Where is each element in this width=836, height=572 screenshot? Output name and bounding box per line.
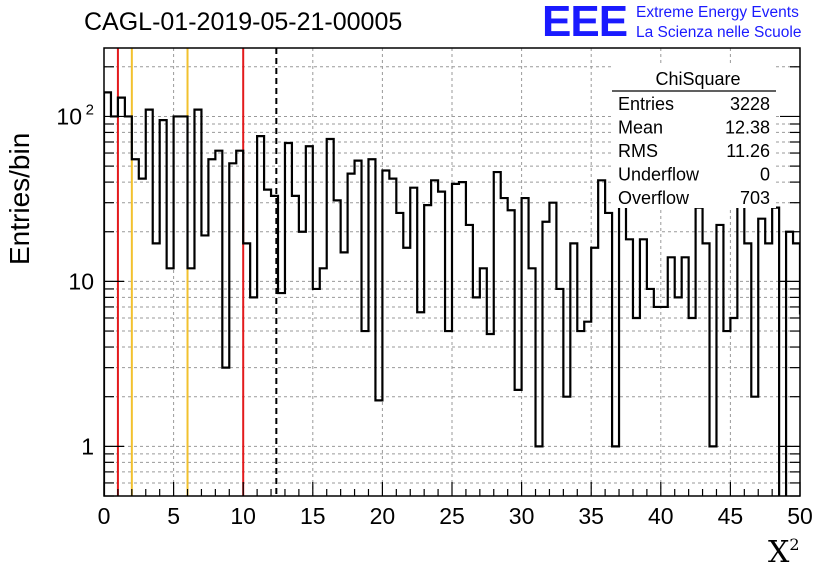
x-axis-label: X2: [768, 535, 800, 570]
x-axis-label-exp: 2: [789, 535, 800, 554]
stats-row-label: Mean: [618, 118, 663, 138]
x-tick-label: 20: [370, 503, 396, 529]
chart-title: CAGL-01-2019-05-21-00005: [84, 8, 403, 36]
x-tick-label: 0: [98, 503, 111, 529]
x-tick-label: 25: [439, 503, 465, 529]
stats-row-label: RMS: [618, 141, 658, 161]
y-tick-label: 10: [68, 268, 94, 294]
stats-box-title: ChiSquare: [655, 69, 740, 89]
x-tick-label: 45: [718, 503, 744, 529]
stats-row-value: 0: [760, 165, 770, 185]
x-tick-label: 10: [230, 503, 256, 529]
stats-row-value: 11.26: [726, 141, 770, 161]
stats-row-value: 3228: [730, 94, 770, 114]
x-tick-label: 35: [578, 503, 604, 529]
stats-row-label: Entries: [618, 94, 674, 114]
stats-box-bg: [612, 66, 776, 208]
y-tick-label: 10: [56, 103, 82, 129]
y-tick-label: 1: [81, 433, 94, 459]
stats-row-label: Overflow: [618, 188, 690, 208]
x-tick-label: 30: [509, 503, 535, 529]
histogram-series: [104, 91, 800, 496]
y-tick-label-exp: 2: [86, 101, 94, 118]
stats-row-value: 12.38: [725, 118, 770, 138]
eee-logo: EEE: [542, 0, 628, 46]
x-axis-label-base: X: [768, 535, 790, 570]
stats-row-label: Underflow: [618, 165, 700, 185]
logo-line1: Extreme Energy Events: [636, 4, 799, 21]
x-tick-label: 40: [648, 503, 674, 529]
stats-row-value: 703: [740, 188, 770, 208]
logo-line2: La Scienza nelle Scuole: [636, 24, 802, 41]
x-tick-label: 50: [787, 503, 813, 529]
x-tick-label: 15: [300, 503, 326, 529]
x-tick-label: 5: [167, 503, 180, 529]
